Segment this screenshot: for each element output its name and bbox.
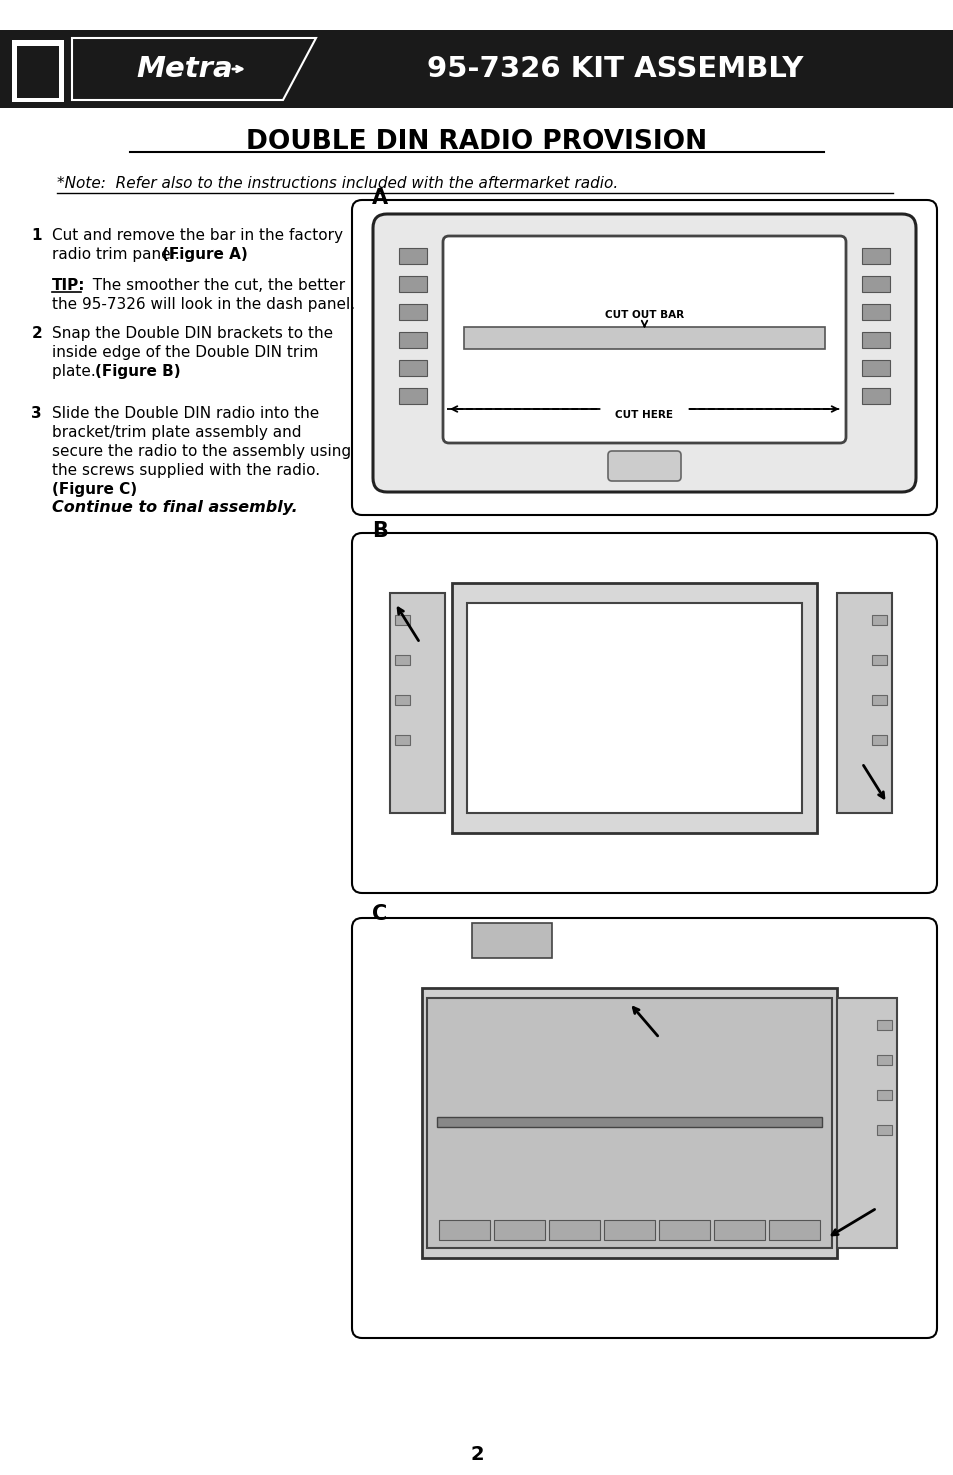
Text: 95-7326 KIT ASSEMBLY: 95-7326 KIT ASSEMBLY: [426, 55, 802, 83]
Bar: [12, 40, 64, 102]
Bar: [395, 695, 410, 705]
Text: (Figure A): (Figure A): [162, 246, 247, 263]
Bar: [438, 1220, 490, 1240]
FancyBboxPatch shape: [607, 451, 680, 481]
Text: secure the radio to the assembly using: secure the radio to the assembly using: [52, 444, 351, 459]
Text: plate.: plate.: [52, 364, 100, 379]
Bar: [436, 1117, 821, 1127]
Text: the 95-7326 will look in the dash panel.: the 95-7326 will look in the dash panel.: [52, 296, 355, 313]
Bar: [862, 360, 889, 376]
Bar: [494, 1220, 544, 1240]
Text: B: B: [372, 521, 388, 541]
Text: 1: 1: [31, 229, 42, 243]
Bar: [659, 1220, 709, 1240]
Text: C: C: [372, 904, 387, 923]
Bar: [395, 735, 410, 745]
Bar: [768, 1220, 820, 1240]
Text: the screws supplied with the radio.: the screws supplied with the radio.: [52, 463, 320, 478]
Text: (Figure C): (Figure C): [52, 482, 137, 497]
FancyBboxPatch shape: [352, 201, 936, 515]
Bar: [876, 1125, 891, 1134]
FancyBboxPatch shape: [442, 236, 845, 442]
Text: CUT OUT BAR: CUT OUT BAR: [604, 310, 683, 320]
Bar: [398, 360, 427, 376]
Text: bracket/trim plate assembly and: bracket/trim plate assembly and: [52, 425, 301, 440]
FancyBboxPatch shape: [373, 214, 915, 493]
Polygon shape: [70, 35, 317, 102]
Bar: [871, 615, 886, 625]
Bar: [871, 695, 886, 705]
Text: Continue to final assembly.: Continue to final assembly.: [52, 500, 297, 515]
FancyBboxPatch shape: [352, 917, 936, 1338]
Text: DOUBLE DIN RADIO PROVISION: DOUBLE DIN RADIO PROVISION: [246, 128, 707, 155]
Bar: [427, 999, 831, 1248]
Bar: [862, 248, 889, 264]
Text: TIP:: TIP:: [52, 277, 86, 294]
Text: Snap the Double DIN brackets to the: Snap the Double DIN brackets to the: [52, 326, 333, 341]
FancyBboxPatch shape: [452, 583, 816, 833]
Bar: [836, 999, 896, 1248]
Bar: [871, 655, 886, 665]
Text: (Figure B): (Figure B): [94, 364, 180, 379]
Bar: [548, 1220, 599, 1240]
Bar: [876, 1055, 891, 1065]
Bar: [862, 304, 889, 320]
Bar: [876, 1090, 891, 1100]
Text: A: A: [372, 187, 388, 208]
Bar: [472, 923, 552, 957]
Bar: [398, 332, 427, 348]
Bar: [463, 327, 824, 350]
Bar: [862, 276, 889, 292]
Bar: [398, 248, 427, 264]
Bar: [17, 46, 59, 97]
Text: The smoother the cut, the better: The smoother the cut, the better: [83, 277, 345, 294]
Bar: [467, 603, 801, 813]
Text: Slide the Double DIN radio into the: Slide the Double DIN radio into the: [52, 406, 319, 420]
Bar: [836, 593, 891, 813]
Bar: [398, 276, 427, 292]
Text: 2: 2: [470, 1446, 483, 1465]
Text: 3: 3: [31, 406, 42, 420]
Bar: [398, 304, 427, 320]
Bar: [862, 388, 889, 404]
Bar: [0, 30, 953, 108]
Bar: [603, 1220, 655, 1240]
Bar: [398, 388, 427, 404]
Text: radio trim panel.: radio trim panel.: [52, 246, 185, 263]
Text: 2: 2: [31, 326, 42, 341]
Bar: [876, 1021, 891, 1030]
Text: CUT HERE: CUT HERE: [615, 410, 673, 420]
Bar: [390, 593, 444, 813]
Bar: [395, 615, 410, 625]
Text: Metra: Metra: [136, 55, 233, 83]
Bar: [862, 332, 889, 348]
Bar: [713, 1220, 764, 1240]
FancyBboxPatch shape: [352, 532, 936, 892]
Bar: [421, 988, 836, 1258]
Bar: [871, 735, 886, 745]
Text: Cut and remove the bar in the factory: Cut and remove the bar in the factory: [52, 229, 343, 243]
Text: *Note:  Refer also to the instructions included with the aftermarket radio.: *Note: Refer also to the instructions in…: [57, 176, 618, 190]
Bar: [395, 655, 410, 665]
Text: inside edge of the Double DIN trim: inside edge of the Double DIN trim: [52, 345, 318, 360]
